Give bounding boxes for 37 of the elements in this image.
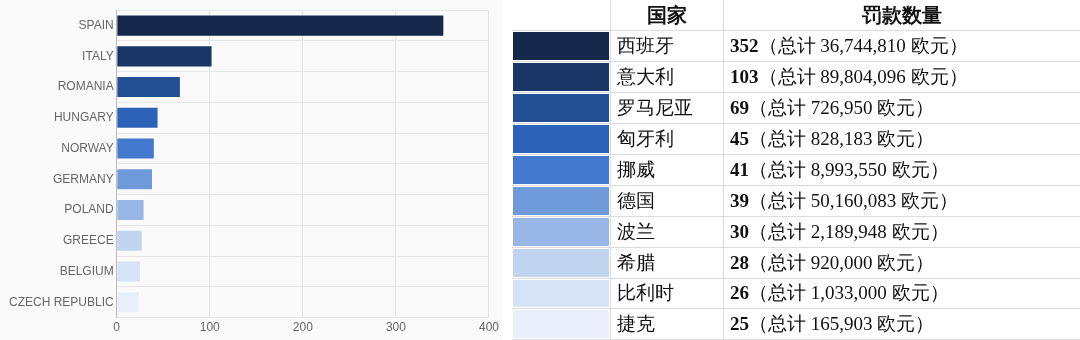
data-label: 28（总计 920,000 欧元） <box>723 247 1080 279</box>
category-label: 意大利 <box>610 61 724 93</box>
category-label: 挪威 <box>610 154 724 186</box>
y-tick-label: CZECH REPUBLIC <box>9 294 115 309</box>
x-tick-label: 0 <box>113 320 121 335</box>
category-label: 希腊 <box>610 247 724 279</box>
category-label: 西班牙 <box>610 30 724 62</box>
x-tick-label: 200 <box>292 320 314 335</box>
x-tick-label: 100 <box>199 320 221 335</box>
data-label: 25（总计 165,903 欧元） <box>723 308 1080 340</box>
y-tick-label: POLAND <box>64 202 115 217</box>
text: 国家 <box>610 0 724 31</box>
data-label: 103（总计 89,804,096 欧元） <box>723 61 1080 93</box>
y-tick-label: BELGIUM <box>59 263 114 278</box>
category-label: 波兰 <box>610 216 724 248</box>
data-label: 39（总计 50,160,083 欧元） <box>723 185 1080 217</box>
y-tick-label: HUNGARY <box>53 110 114 125</box>
y-tick-label: SPAIN <box>78 17 114 32</box>
x-tick-label: 300 <box>385 320 407 335</box>
data-label: 352（总计 36,744,810 欧元） <box>723 30 1080 62</box>
x-tick-label: 400 <box>478 320 500 335</box>
y-tick-label: GREECE <box>63 233 114 248</box>
data-label: 45（总计 828,183 欧元） <box>723 123 1080 155</box>
text: 罚款数量 <box>723 0 1080 31</box>
category-label: 德国 <box>610 185 724 217</box>
category-label: 比利时 <box>610 278 724 309</box>
category-label: 匈牙利 <box>610 123 724 155</box>
y-tick-label: GERMANY <box>53 171 114 186</box>
category-label: 罗马尼亚 <box>610 92 724 124</box>
data-label: 26（总计 1,033,000 欧元） <box>723 278 1080 309</box>
data-label: 69（总计 726,950 欧元） <box>723 92 1080 124</box>
data-label: 41（总计 8,993,550 欧元） <box>723 154 1080 186</box>
category-label: 捷克 <box>610 308 724 340</box>
y-tick-label: ROMANIA <box>57 79 114 94</box>
y-tick-label: ITALY <box>82 48 114 63</box>
y-tick-label: NORWAY <box>61 140 114 155</box>
data-label: 30（总计 2,189,948 欧元） <box>723 216 1080 248</box>
